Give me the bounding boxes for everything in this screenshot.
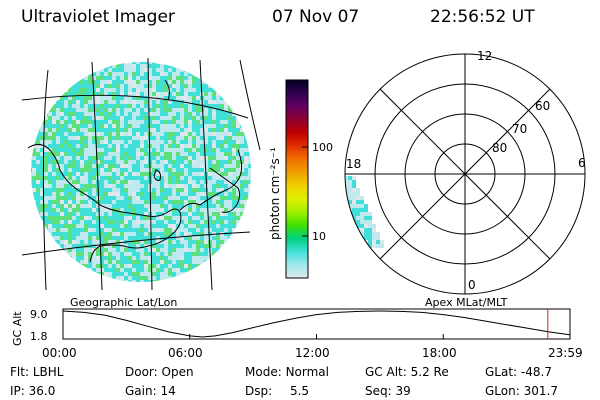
geographic-grid: [21, 57, 261, 291]
polar-emission-field: [345, 176, 384, 248]
status-glat: GLat: -48.7: [485, 365, 552, 379]
time-tick-0600: 06:00: [168, 346, 203, 360]
status-gc-alt: GC Alt: 5.2 Re: [365, 365, 449, 379]
mlt-label-0: 0: [468, 278, 476, 292]
imager-title: Ultraviolet Imager: [21, 7, 175, 27]
status-seq: Seq: 39: [365, 384, 411, 398]
orbit-right-label: Apex MLat/MLT: [425, 296, 508, 309]
time-tick-1200: 12:00: [295, 346, 330, 360]
image-date: 07 Nov 07: [272, 7, 360, 27]
orbit-left-label: Geographic Lat/Lon: [70, 296, 177, 309]
orbit-altitude-curve: [62, 310, 570, 338]
status-gain: Gain: 14: [125, 384, 176, 398]
orbit-ytick-high: 9.0: [30, 308, 48, 321]
colorbar-label-10: 10: [312, 230, 326, 243]
mlt-label-18: 18: [346, 157, 361, 171]
polar-grid: [344, 53, 586, 295]
mlt-label-6: 6: [578, 156, 586, 170]
geographic-emission-field: [31, 62, 251, 282]
time-tick-0000: 00:00: [42, 346, 77, 360]
status-mode: Mode: Normal: [245, 365, 329, 379]
orbit-ytick-low: 1.8: [30, 330, 48, 343]
lat-label-70: 70: [512, 122, 527, 136]
status-glon: GLon: 301.7: [485, 384, 558, 398]
colorbar-label-100: 100: [312, 141, 333, 154]
colorbar-unit-label: photon cm⁻²s⁻¹: [268, 147, 282, 240]
time-tick-2359: 23:59: [548, 346, 583, 360]
status-dsp: Dsp: 5.5: [245, 384, 310, 398]
lat-label-60: 60: [535, 99, 550, 113]
orbit-y-axis-label: GC Alt: [11, 311, 24, 346]
lat-label-80: 80: [492, 141, 507, 155]
status-ip: IP: 36.0: [10, 384, 56, 398]
status-door: Door: Open: [125, 365, 194, 379]
mlt-label-12: 12: [477, 49, 492, 63]
status-filter: Flt: LBHL: [10, 365, 64, 379]
time-tick-1800: 18:00: [422, 346, 457, 360]
orbit-time-ticks: [62, 334, 571, 339]
image-time: 22:56:52 UT: [430, 7, 535, 27]
colorbar: [285, 79, 309, 279]
coastline-overlay: [27, 79, 243, 263]
